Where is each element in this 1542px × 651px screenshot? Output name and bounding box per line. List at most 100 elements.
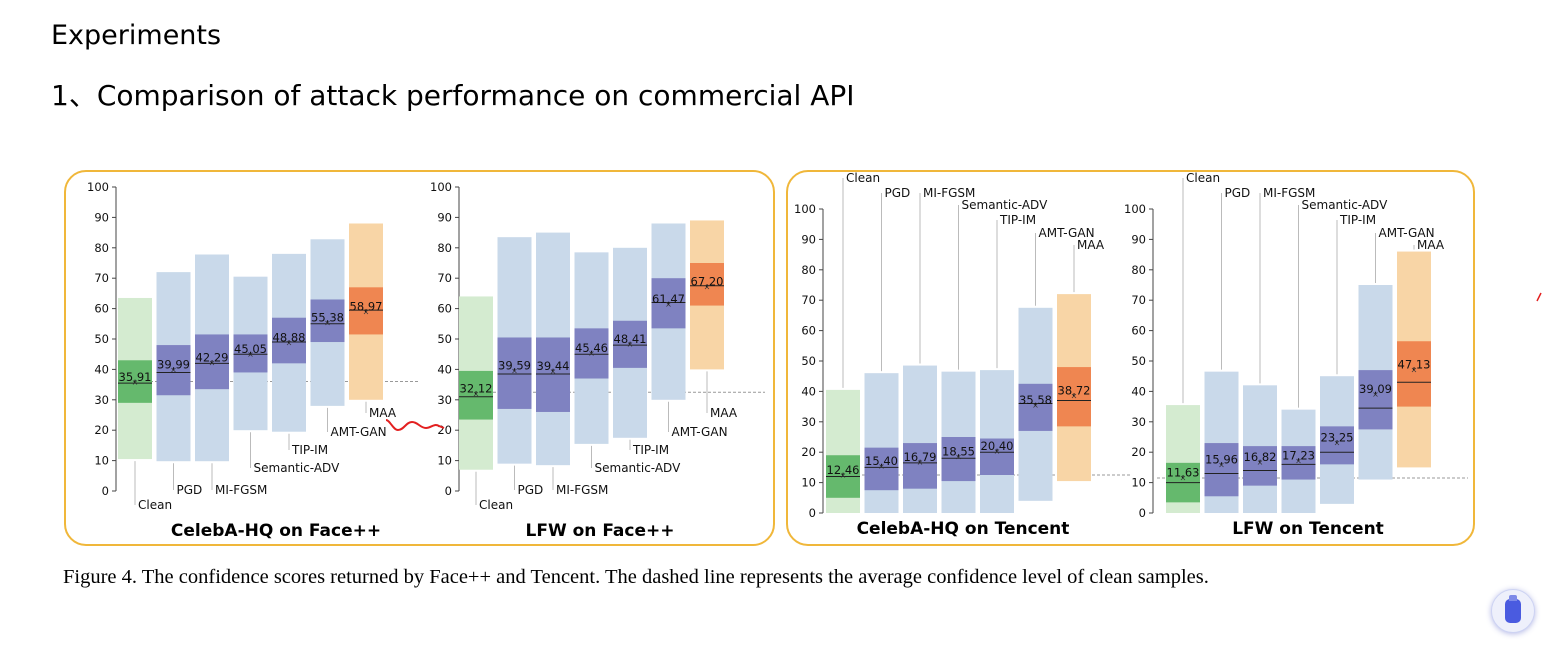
y-tick-label: 100: [87, 180, 109, 194]
series-label: TIP-IM: [1339, 213, 1376, 227]
box-clean: ×32,12 Clean: [459, 296, 513, 512]
mean-value-label: 39,59: [498, 359, 531, 373]
interquartile-box: [864, 447, 899, 491]
y-tick-label: 20: [1131, 445, 1146, 459]
mean-value-label: 35,58: [1019, 393, 1052, 407]
interquartile-box: [156, 345, 191, 396]
y-tick-label: 40: [94, 362, 109, 376]
y-tick-label: 90: [1131, 232, 1146, 246]
y-tick-label: 40: [1131, 384, 1146, 398]
series-label: AMT-GAN: [1379, 226, 1435, 240]
y-tick-label: 10: [801, 476, 816, 490]
interquartile-box: [651, 278, 686, 329]
mean-value-label: 39,99: [157, 357, 190, 371]
series-label: Clean: [846, 171, 880, 185]
interquartile-box: [118, 360, 152, 403]
interquartile-box: [459, 370, 493, 420]
y-tick-label: 50: [94, 332, 109, 346]
y-tick-label: 90: [801, 232, 816, 246]
y-tick-label: 0: [809, 506, 816, 520]
series-label: PGD: [518, 483, 544, 497]
chart-title: LFW on Tencent: [1232, 519, 1384, 539]
y-tick-label: 30: [94, 393, 109, 407]
mean-value-label: 16,82: [1244, 450, 1277, 464]
mean-value-label: 35,91: [119, 370, 152, 384]
box-pgd: ×39,99 PGD: [156, 272, 203, 497]
chart-lfw-faceplusplus: 0102030405060708090100×32,12Clean×39,59P…: [430, 180, 765, 541]
mean-value-label: 20,40: [981, 439, 1014, 453]
series-label: Clean: [479, 498, 513, 512]
series-label: MI-FGSM: [215, 483, 267, 497]
interquartile-box: [536, 337, 570, 412]
y-tick-label: 50: [437, 332, 452, 346]
mean-marker: ×: [665, 300, 672, 309]
y-tick-label: 70: [437, 271, 452, 285]
figure-frame-tencent: [786, 170, 1475, 546]
figure-frame-face-plus-plus: [64, 170, 775, 546]
y-tick-label: 70: [1131, 293, 1146, 307]
y-tick-label: 100: [430, 180, 452, 194]
series-label: AMT-GAN: [331, 425, 387, 439]
mean-marker: ×: [1295, 457, 1302, 466]
whisker-range-box: [903, 365, 937, 513]
interquartile-box: [272, 317, 306, 364]
section-title: 1、Comparison of attack performance on co…: [51, 79, 855, 112]
mean-value-label: 48,41: [614, 332, 647, 346]
chart-title: CelebA-HQ on Tencent: [857, 519, 1070, 539]
series-label: PGD: [177, 483, 203, 497]
interquartile-box: [1057, 367, 1091, 427]
mean-value-label: 45,46: [575, 341, 608, 355]
y-tick-label: 30: [437, 393, 452, 407]
y-tick-label: 30: [801, 415, 816, 429]
mean-value-label: 11,63: [1167, 466, 1200, 480]
chart-celeba-faceplusplus: 0102030405060708090100×35,91Clean×39,99P…: [87, 180, 420, 541]
interquartile-box: [349, 287, 383, 335]
mean-marker: ×: [209, 358, 216, 367]
mean-marker: ×: [286, 338, 293, 347]
mean-marker: ×: [511, 367, 518, 376]
box-pgd: ×15,96 PGD: [1204, 186, 1250, 513]
box-pgd: ×15,40 PGD: [864, 186, 910, 513]
scroll-badge-icon[interactable]: [1491, 589, 1535, 633]
series-label: TIP-IM: [632, 443, 669, 457]
chart-title: CelebA-HQ on Face++: [171, 521, 381, 541]
mean-marker: ×: [473, 389, 480, 398]
mean-value-label: 45,05: [234, 342, 267, 356]
box-pgd: ×39,59 PGD: [497, 237, 544, 497]
y-tick-label: 10: [1131, 476, 1146, 490]
interquartile-box: [310, 299, 345, 343]
y-tick-label: 10: [94, 454, 109, 468]
interquartile-box: [1018, 383, 1053, 431]
interquartile-box: [690, 263, 724, 306]
interquartile-box: [233, 334, 268, 373]
series-label: Clean: [138, 498, 172, 512]
y-tick-label: 60: [437, 302, 452, 316]
series-label: MAA: [369, 406, 397, 420]
mean-marker: ×: [878, 462, 885, 471]
mean-marker: ×: [704, 283, 711, 292]
y-tick-label: 60: [801, 324, 816, 338]
y-tick-label: 40: [437, 362, 452, 376]
interquartile-box: [941, 437, 976, 482]
mean-value-label: 55,38: [311, 311, 344, 325]
box-maa: ×38,72 MAA: [1057, 238, 1105, 482]
y-tick-label: 70: [801, 293, 816, 307]
series-label: Semantic-ADV: [962, 198, 1049, 212]
mean-marker: ×: [1032, 401, 1039, 410]
box-clean: ×11,63 Clean: [1166, 171, 1220, 513]
interquartile-box: [497, 337, 532, 409]
mean-value-label: 42,29: [196, 350, 229, 364]
y-tick-label: 0: [102, 484, 109, 498]
y-tick-label: 80: [94, 241, 109, 255]
mean-marker: ×: [1218, 460, 1225, 469]
y-tick-label: 40: [801, 384, 816, 398]
mean-marker: ×: [550, 367, 557, 376]
mean-value-label: 32,12: [460, 381, 493, 395]
series-label: Semantic-ADV: [595, 461, 682, 475]
